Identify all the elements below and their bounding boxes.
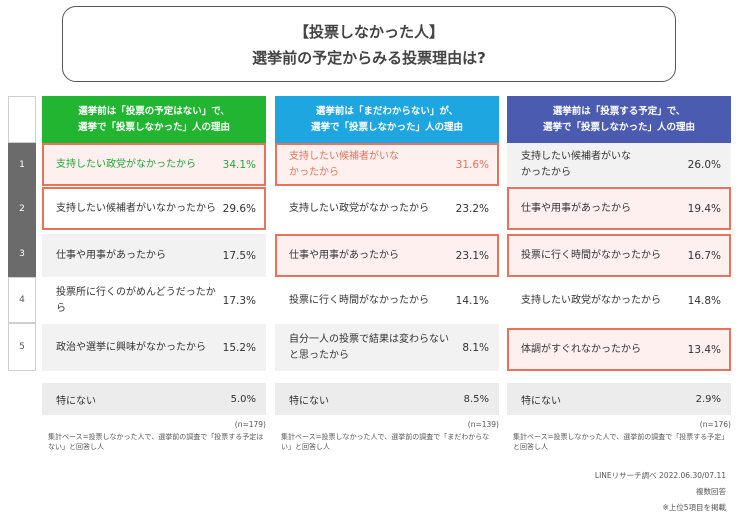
row-value: 19.4% bbox=[687, 202, 721, 215]
table-row: 投票に行く時間がなかったから 14.1% bbox=[275, 278, 499, 324]
none-row: 特にない 5.0% bbox=[42, 383, 266, 415]
row-value: 34.1% bbox=[222, 158, 256, 171]
table-row: 仕事や用事があったから 17.5% bbox=[42, 234, 266, 278]
none-row: 特にない 2.9% bbox=[507, 383, 731, 415]
group-header: 選挙前は「投票する予定」で、 選挙で「投票しなかった」人の理由 bbox=[507, 96, 731, 143]
none-label: 特にない bbox=[289, 395, 329, 407]
base-note: 集計ベース=投票しなかった人で、選挙前の調査で「投票する予定はない」と回答し人 bbox=[48, 433, 264, 451]
table-row: 投票所に行くのがめんどうだったから 17.3% bbox=[42, 278, 266, 324]
none-value: 2.9% bbox=[695, 393, 721, 405]
multi-answer-note: 複数回答 bbox=[696, 487, 726, 496]
row-label: 体調がすぐれなかったから bbox=[521, 343, 641, 355]
none-value: 5.0% bbox=[230, 393, 256, 405]
row-label: 仕事や用事があったから bbox=[56, 249, 166, 261]
sample-size: (n=139) bbox=[467, 420, 499, 429]
row-value: 17.3% bbox=[222, 294, 256, 307]
title-box: 【投票しなかった人】 選挙前の予定からみる投票理由は? bbox=[62, 6, 676, 82]
group-header-line-1: 選挙前は「まだわからない」が、 bbox=[315, 106, 459, 117]
row-value: 15.2% bbox=[222, 341, 256, 354]
group-header: 選挙前は「まだわからない」が、 選挙で「投票しなかった」人の理由 bbox=[275, 96, 499, 143]
rank-4: 4 bbox=[8, 277, 36, 323]
row-value: 29.6% bbox=[222, 202, 256, 215]
table-row: 政治や選挙に興味がなかったから 15.2% bbox=[42, 324, 266, 372]
row-value: 26.0% bbox=[687, 158, 721, 171]
table-row: 支持したい候補者がいなかったから 31.6% bbox=[275, 143, 499, 187]
group-header-line-1: 選挙前は「投票する予定」で、 bbox=[552, 106, 686, 117]
row-label: 支持したい候補者がいなかったから bbox=[521, 150, 631, 178]
row-label: 政治や選挙に興味がなかったから bbox=[56, 341, 206, 353]
group-header-line-2: 選挙で「投票しなかった」人の理由 bbox=[542, 122, 695, 133]
table-row: 支持したい候補者がいなかったから 26.0% bbox=[507, 143, 731, 187]
table-row: 支持したい候補者がいなかったから 29.6% bbox=[42, 187, 266, 231]
row-value: 14.8% bbox=[687, 294, 721, 307]
row-label: 投票に行く時間がなかったから bbox=[521, 249, 661, 261]
row-value: 23.2% bbox=[455, 202, 489, 215]
sample-size: (n=176) bbox=[699, 420, 731, 429]
row-value: 31.6% bbox=[455, 158, 489, 171]
row-value: 17.5% bbox=[222, 249, 256, 262]
table-row: 投票に行く時間がなかったから 16.7% bbox=[507, 234, 731, 278]
row-label: 投票所に行くのがめんどうだったから bbox=[56, 286, 216, 314]
title-line-1: 【投票しなかった人】 bbox=[293, 23, 444, 41]
row-label: 自分一人の投票で結果は変わらないと思ったから bbox=[289, 333, 449, 361]
group-header-line-1: 選挙前は「投票の予定はない」で、 bbox=[78, 106, 230, 117]
rank-1: 1 bbox=[8, 143, 36, 187]
group-header-line-2: 選挙で「投票しなかった」人の理由 bbox=[77, 122, 230, 133]
row-value: 8.1% bbox=[462, 341, 489, 354]
none-value: 8.5% bbox=[463, 393, 489, 405]
rank-5: 5 bbox=[8, 323, 36, 371]
none-row: 特にない 8.5% bbox=[275, 383, 499, 415]
none-label: 特にない bbox=[56, 395, 96, 407]
row-label: 投票に行く時間がなかったから bbox=[289, 294, 429, 306]
table-row: 仕事や用事があったから 23.1% bbox=[275, 234, 499, 278]
base-note: 集計ベース=投票しなかった人で、選挙前の調査で「投票する予定」と回答し人 bbox=[513, 433, 729, 451]
table-row: 支持したい政党がなかったから 34.1% bbox=[42, 143, 266, 187]
row-label: 支持したい政党がなかったから bbox=[289, 202, 429, 214]
group-header: 選挙前は「投票の予定はない」で、 選挙で「投票しなかった」人の理由 bbox=[42, 96, 266, 143]
title-line-2: 選挙前の予定からみる投票理由は? bbox=[252, 49, 486, 67]
sample-size: (n=179) bbox=[234, 420, 266, 429]
row-label: 支持したい政党がなかったから bbox=[521, 294, 661, 306]
table-row: 体調がすぐれなかったから 13.4% bbox=[507, 328, 731, 372]
top5-note: ※上位5項目を掲載 bbox=[662, 503, 726, 512]
row-label: 支持したい候補者がいなかったから bbox=[289, 150, 399, 178]
row-value: 16.7% bbox=[687, 249, 721, 262]
rank-2: 2 bbox=[8, 187, 36, 231]
rank-3: 3 bbox=[8, 231, 36, 277]
none-label: 特にない bbox=[521, 395, 561, 407]
row-value: 14.1% bbox=[455, 294, 489, 307]
table-row: 仕事や用事があったから 19.4% bbox=[507, 187, 731, 231]
base-note: 集計ベース=投票しなかった人で、選挙前の調査で「まだわからない」と回答し人 bbox=[281, 433, 490, 451]
group-header-line-2: 選挙で「投票しなかった」人の理由 bbox=[310, 122, 463, 133]
row-label: 仕事や用事があったから bbox=[521, 202, 631, 214]
row-label: 仕事や用事があったから bbox=[289, 249, 399, 261]
row-value: 23.1% bbox=[455, 249, 489, 262]
row-label: 支持したい政党がなかったから bbox=[56, 158, 196, 170]
table-row: 支持したい政党がなかったから 14.8% bbox=[507, 278, 731, 324]
row-label: 支持したい候補者がいなかったから bbox=[56, 202, 216, 214]
rank-header bbox=[8, 96, 36, 143]
source-note: LINEリサーチ調べ 2022.06.30/07.11 bbox=[594, 471, 726, 480]
table-row: 自分一人の投票で結果は変わらないと思ったから 8.1% bbox=[275, 324, 499, 372]
row-value: 13.4% bbox=[687, 343, 721, 356]
table-row: 支持したい政党がなかったから 23.2% bbox=[275, 187, 499, 231]
